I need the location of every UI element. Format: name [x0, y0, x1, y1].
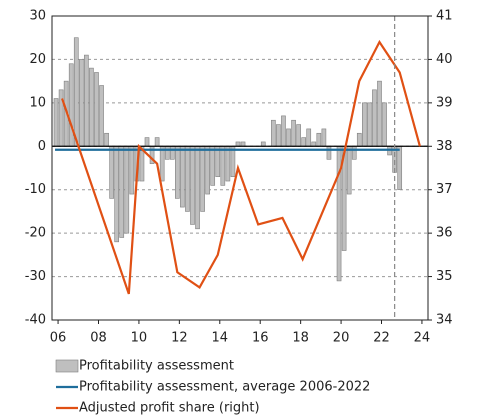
bar	[84, 54, 89, 147]
bar	[220, 145, 226, 186]
bar	[78, 59, 84, 147]
bar	[367, 102, 372, 147]
bar	[159, 145, 165, 182]
bar	[260, 141, 266, 147]
bar	[169, 145, 175, 160]
bar	[190, 145, 195, 225]
bar	[362, 102, 367, 147]
bar	[291, 119, 296, 147]
bar	[351, 145, 357, 160]
bar	[185, 145, 190, 212]
bar	[326, 145, 332, 160]
legend-swatch	[55, 359, 79, 373]
bar	[225, 145, 231, 182]
bar	[397, 145, 403, 191]
y2-tick-label: 41	[436, 9, 453, 24]
x-tick-label: 24	[414, 331, 431, 346]
y-tick-label: -20	[25, 226, 46, 241]
x-tick-label: 10	[131, 331, 148, 346]
x-tick-label: 06	[50, 331, 67, 346]
y2-tick-label: 36	[436, 226, 453, 241]
bar	[346, 145, 352, 195]
x-tick-label: 08	[90, 331, 107, 346]
y2-tick-label: 34	[436, 313, 453, 328]
bar	[94, 72, 99, 147]
bar	[301, 137, 306, 147]
bar	[306, 128, 312, 147]
bar	[377, 80, 382, 147]
x-tick-label: 14	[212, 331, 229, 346]
bar	[311, 141, 317, 147]
bar	[180, 145, 185, 208]
bar	[154, 137, 160, 147]
y-tick-label: 30	[29, 9, 46, 24]
bar	[195, 145, 200, 230]
legend-label: Profitability assessment, average 2006-2…	[79, 380, 370, 395]
y-tick-label: -30	[25, 269, 46, 284]
bar	[73, 37, 79, 147]
bar	[53, 98, 59, 147]
y2-tick-label: 37	[436, 182, 453, 197]
bar	[356, 132, 362, 147]
bar	[58, 89, 64, 147]
bar	[372, 89, 377, 147]
bar	[114, 145, 120, 243]
y-tick-label: 10	[29, 95, 46, 110]
x-tick-label: 18	[292, 331, 309, 346]
bar	[109, 145, 114, 199]
y2-tick-label: 38	[436, 139, 453, 154]
bar	[321, 128, 327, 147]
bar	[68, 63, 74, 147]
bar	[99, 85, 104, 147]
bar	[276, 124, 281, 147]
bar	[164, 145, 170, 160]
x-tick-label: 22	[373, 331, 390, 346]
bar	[119, 145, 125, 238]
x-tick-label: 20	[333, 331, 350, 346]
y-tick-label: -10	[25, 182, 46, 197]
y2-tick-label: 35	[436, 269, 453, 284]
legend-label: Profitability assessment	[79, 359, 234, 374]
x-tick-label: 16	[252, 331, 269, 346]
bar	[281, 115, 286, 147]
bar	[235, 141, 241, 147]
bar	[271, 119, 276, 147]
bar	[104, 132, 109, 147]
bar	[205, 145, 210, 195]
y2-tick-label: 40	[436, 52, 453, 67]
y-tick-label: 20	[29, 52, 46, 67]
bar	[200, 145, 205, 212]
bar	[144, 137, 150, 147]
legend-label: Adjusted profit share (right)	[79, 401, 260, 416]
bar	[240, 141, 246, 147]
bar	[89, 67, 94, 147]
bar	[316, 132, 322, 147]
plot-frame	[51, 15, 429, 321]
bar	[296, 124, 301, 147]
bar	[175, 145, 180, 199]
bar	[124, 145, 130, 234]
bar	[210, 145, 216, 186]
y-tick-label: -40	[25, 313, 46, 328]
bar	[286, 128, 291, 147]
y-tick-label: 0	[38, 139, 46, 154]
y2-tick-label: 39	[436, 95, 453, 110]
x-tick-label: 12	[171, 331, 188, 346]
bar	[129, 145, 135, 195]
series-line	[61, 39, 421, 295]
bar	[382, 102, 387, 147]
